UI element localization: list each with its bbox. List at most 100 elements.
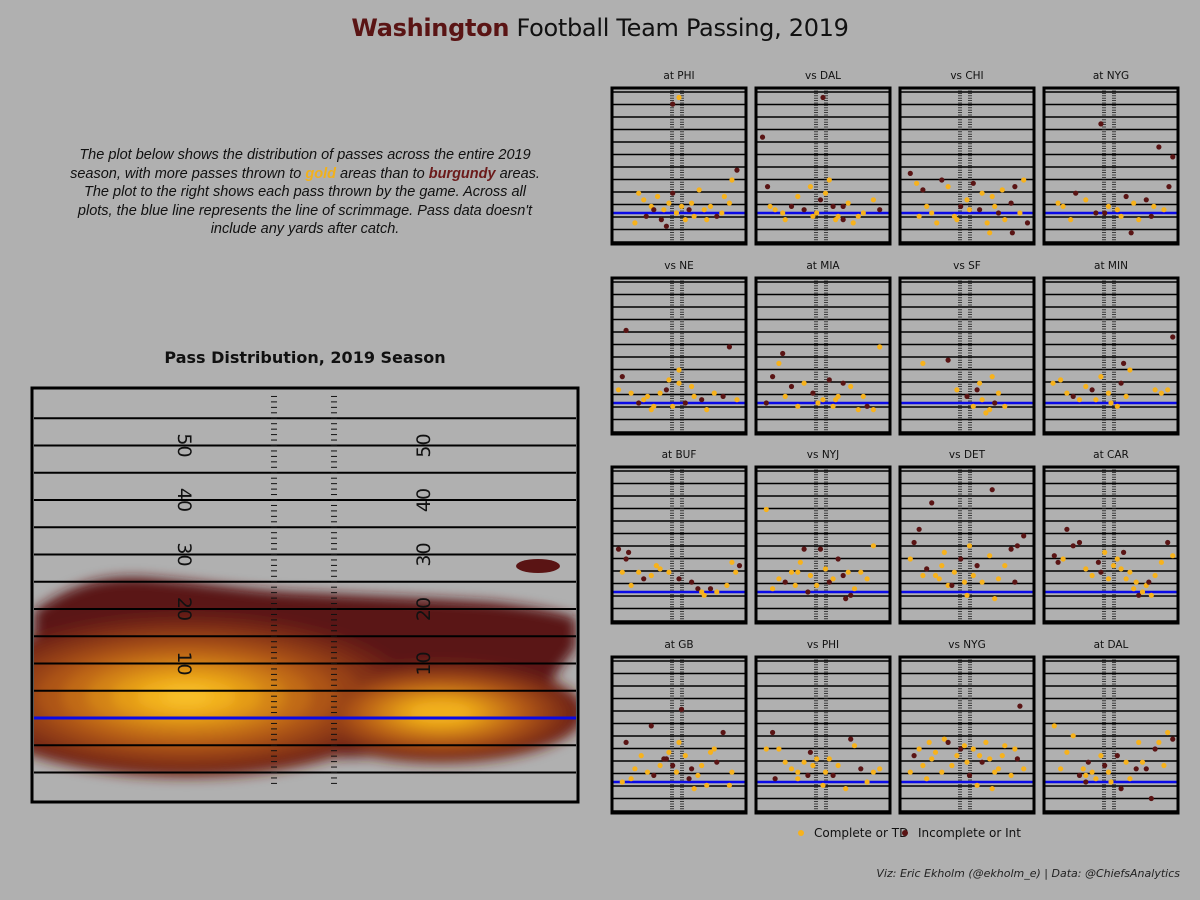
pass-point (977, 380, 983, 386)
game-field-border (1042, 465, 1180, 625)
pass-point (840, 380, 846, 386)
game-panel: vs SF (898, 260, 1036, 436)
pass-point (1114, 556, 1120, 562)
pass-point (964, 759, 970, 765)
pass-point (666, 569, 672, 575)
pass-point (653, 563, 659, 569)
pass-point (661, 207, 667, 213)
pass-point (628, 582, 634, 589)
pass-point (949, 762, 955, 769)
pass-point (729, 769, 735, 775)
game-panel: at DAL (1042, 639, 1180, 815)
game-label: vs NYG (948, 639, 985, 651)
legend-incomplete-label: Incomplete or Int (918, 826, 1021, 840)
game-panel: vs PHI (754, 639, 892, 815)
legend: Complete or TD Incomplete or Int (780, 826, 1040, 844)
field-border (30, 386, 580, 804)
pass-point (1093, 397, 1099, 403)
pass-point (1165, 387, 1171, 393)
pass-point (877, 207, 883, 213)
pass-point (795, 403, 801, 409)
pass-point (964, 592, 970, 598)
game-field-border (610, 655, 748, 815)
pass-point (916, 213, 922, 219)
pass-point (1064, 390, 1070, 396)
pass-point (1058, 766, 1064, 772)
density-field-chart: 10 10 20 20 30 30 40 40 50 50 (30, 386, 580, 804)
game-label: vs DAL (805, 70, 841, 82)
pass-point (654, 193, 661, 200)
game-label: vs CHI (950, 70, 983, 82)
pass-point (691, 213, 697, 219)
pass-point (763, 400, 769, 406)
pass-point (644, 393, 651, 399)
pass-point (801, 759, 807, 765)
pass-point (628, 776, 634, 782)
game-panel: at BUF (610, 449, 748, 625)
pass-point (870, 407, 877, 413)
game-label: at NYG (1093, 70, 1129, 82)
pass-point (860, 393, 866, 399)
pass-point (666, 377, 672, 383)
pass-point (805, 772, 811, 779)
pass-point (782, 393, 788, 399)
pass-point (1017, 210, 1023, 216)
pass-point (995, 766, 1002, 772)
pass-point (1102, 210, 1108, 216)
pass-point (623, 739, 629, 746)
game-label: at MIN (1094, 260, 1128, 272)
pass-point (977, 207, 983, 213)
pass-point (924, 776, 930, 782)
pass-point (1083, 383, 1089, 390)
pass-point (1002, 563, 1008, 569)
pass-point (676, 367, 682, 373)
pass-point (845, 569, 851, 575)
pass-point (726, 200, 733, 206)
field-number-right: 30 (413, 542, 435, 566)
pass-point (911, 539, 917, 546)
pass-point (977, 753, 983, 759)
pass-point (686, 776, 692, 782)
pass-point (840, 572, 846, 579)
pass-point (1083, 566, 1089, 572)
pass-point (1021, 177, 1027, 183)
pass-point (858, 569, 864, 575)
pass-point (682, 753, 688, 759)
pass-point (1102, 549, 1108, 556)
pass-point (992, 596, 998, 602)
legend-complete-dot (798, 829, 804, 836)
pass-point (801, 546, 807, 552)
game-label: vs SF (953, 260, 981, 272)
game-label: vs PHI (807, 639, 839, 651)
pass-point (632, 220, 638, 226)
pass-point (1085, 759, 1091, 765)
pass-point (678, 706, 685, 713)
description-part-2: areas than to (336, 165, 429, 182)
pass-point (814, 756, 820, 762)
game-field-border (898, 276, 1036, 436)
pass-point (1123, 193, 1129, 200)
pass-point (797, 559, 803, 565)
pass-point (964, 197, 970, 203)
pass-point (992, 203, 998, 209)
pass-point (1152, 746, 1158, 752)
pass-point (636, 400, 642, 406)
pass-point (770, 374, 776, 380)
pass-point (958, 556, 964, 562)
pass-point (695, 586, 701, 592)
pass-point (1151, 203, 1157, 209)
pass-point (1139, 589, 1146, 595)
pass-point (657, 762, 663, 769)
pass-point (932, 749, 939, 755)
pass-point (822, 769, 829, 775)
game-label: vs NE (664, 260, 694, 272)
pass-point (651, 207, 657, 213)
pass-point (689, 579, 695, 585)
pass-point (974, 782, 980, 788)
game-label: at GB (664, 639, 693, 651)
pass-point (1083, 772, 1089, 779)
pass-point (670, 762, 676, 769)
pass-point (864, 403, 870, 409)
description-burgundy-word: burgundy (428, 165, 496, 182)
field-number-left: 10 (173, 651, 195, 675)
